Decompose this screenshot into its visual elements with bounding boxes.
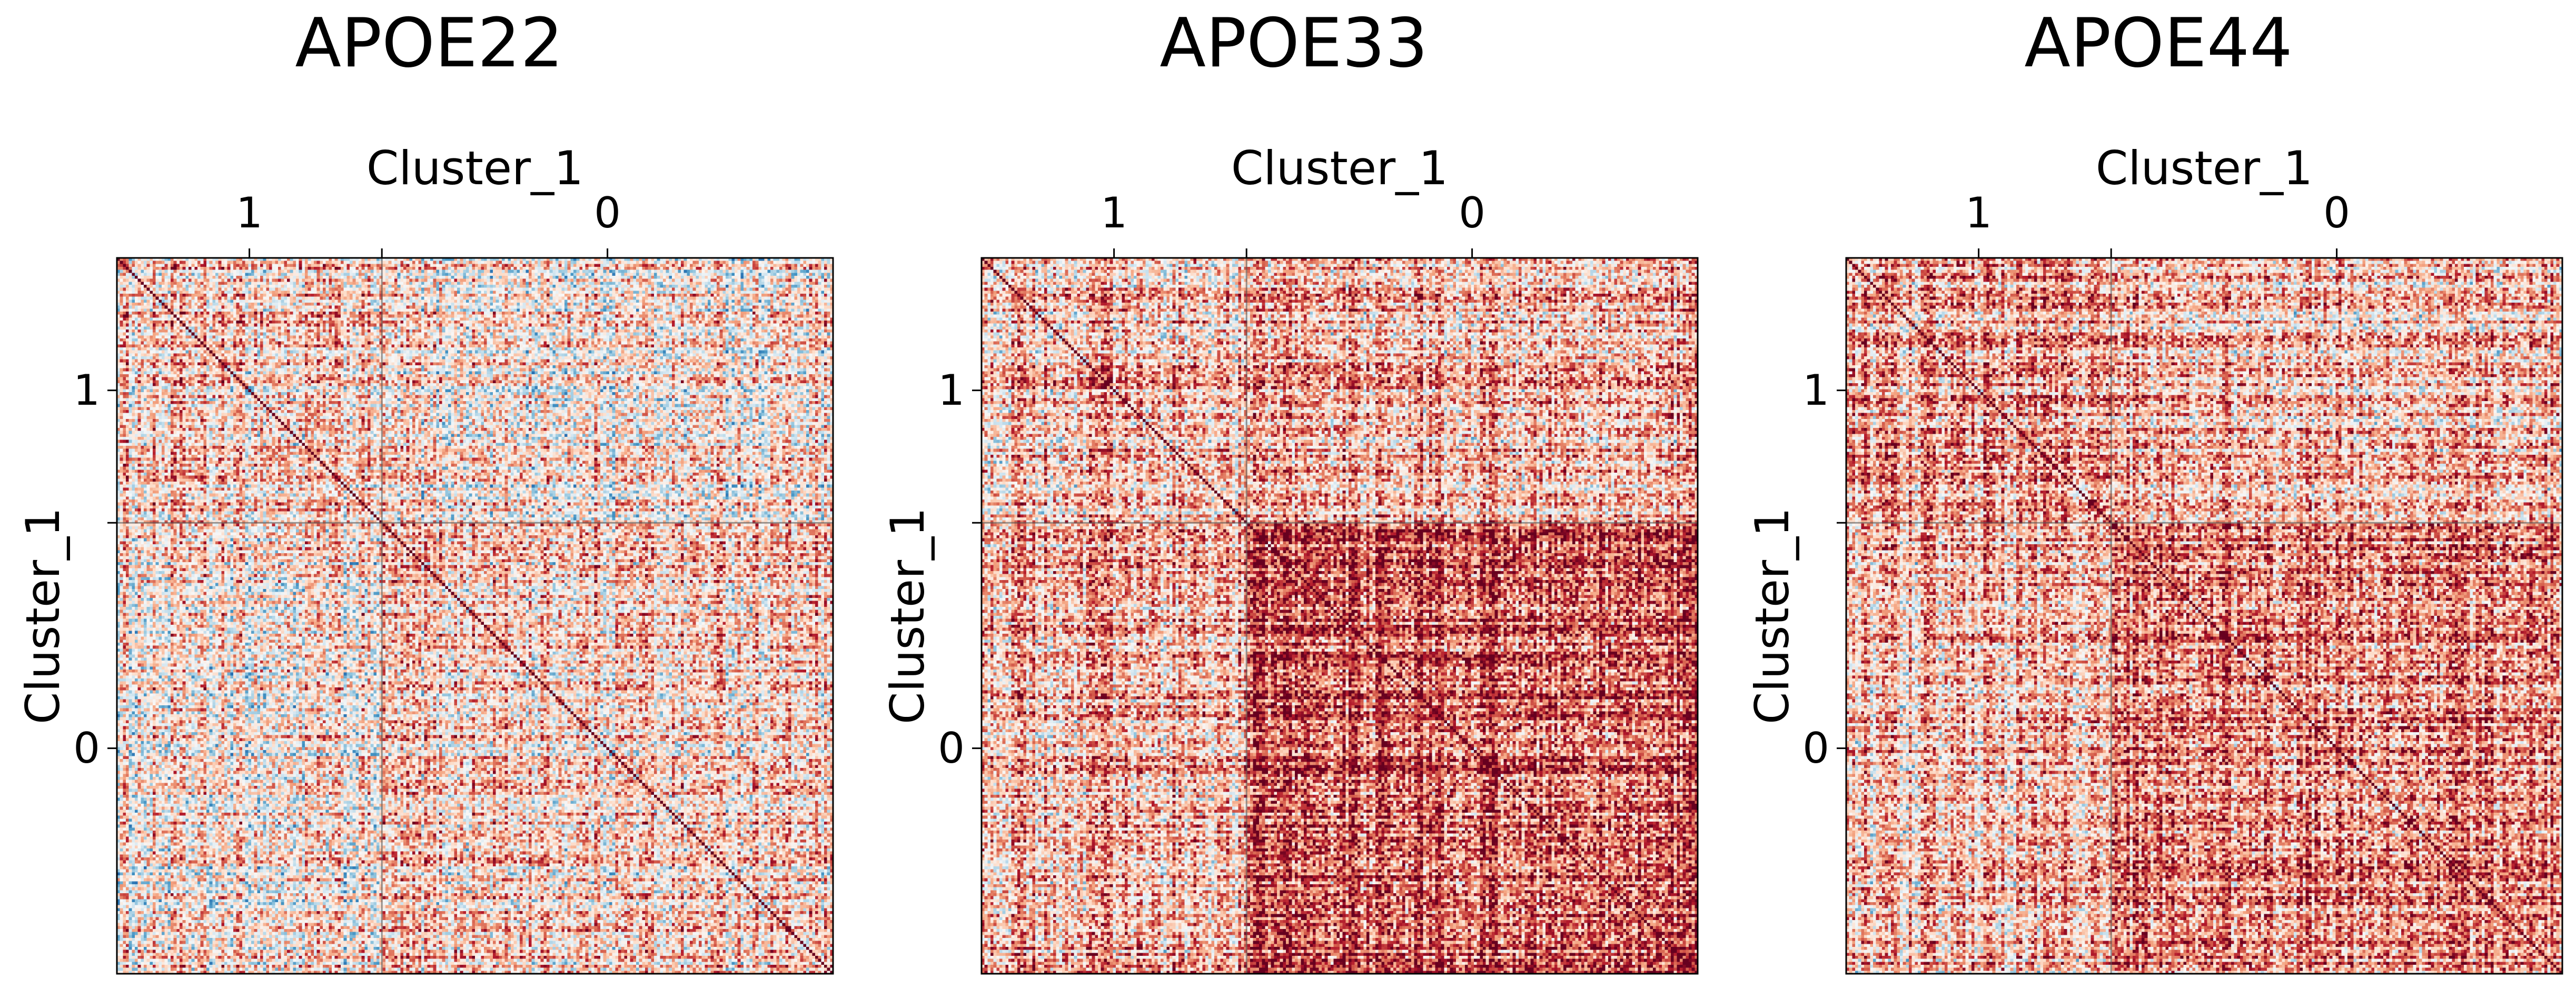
heatmap-matrix xyxy=(982,258,1698,974)
heatmap-panel-apoe33: APOE33 Cluster_1 Cluster_1 1 0 1 0 xyxy=(865,0,1723,999)
y-tick-label: 1 xyxy=(938,365,965,415)
panel-title: APOE33 xyxy=(1160,4,1428,83)
y-tick-label: 0 xyxy=(938,723,965,773)
axes-frame xyxy=(980,257,1699,975)
y-tick-label: 0 xyxy=(1802,723,1829,773)
heatmap-axes xyxy=(972,248,1699,975)
x-tick-label: 1 xyxy=(1965,188,1993,237)
y-axis-label: Cluster_1 xyxy=(1745,507,1799,725)
heatmap-panel-apoe22: APOE22 Cluster_1 Cluster_1 1 0 1 0 xyxy=(0,0,858,999)
x-axis-label: Cluster_1 xyxy=(2095,141,2313,195)
heatmap-matrix xyxy=(117,258,833,974)
heatmap-panel-apoe44: APOE44 Cluster_1 Cluster_1 1 0 1 0 xyxy=(1729,0,2576,999)
axes-frame xyxy=(116,257,834,975)
x-tick-label: 0 xyxy=(594,188,621,237)
heatmap-axes xyxy=(1837,248,2563,975)
panel-title: APOE44 xyxy=(2024,4,2293,83)
x-tick-label: 0 xyxy=(1459,188,1486,237)
x-tick-label: 0 xyxy=(2323,188,2351,237)
y-tick-label: 1 xyxy=(1802,365,1829,415)
x-tick-label: 1 xyxy=(236,188,263,237)
panel-title: APOE22 xyxy=(295,4,563,83)
axes-frame xyxy=(1845,257,2563,975)
y-axis-label: Cluster_1 xyxy=(880,507,935,725)
x-tick-label: 1 xyxy=(1101,188,1128,237)
heatmap-axes xyxy=(107,248,834,975)
y-tick-label: 1 xyxy=(73,365,100,415)
y-axis-label: Cluster_1 xyxy=(16,507,70,725)
x-axis-label: Cluster_1 xyxy=(1231,141,1449,195)
heatmap-matrix xyxy=(1846,258,2562,974)
y-tick-label: 0 xyxy=(73,723,100,773)
x-axis-label: Cluster_1 xyxy=(366,141,584,195)
